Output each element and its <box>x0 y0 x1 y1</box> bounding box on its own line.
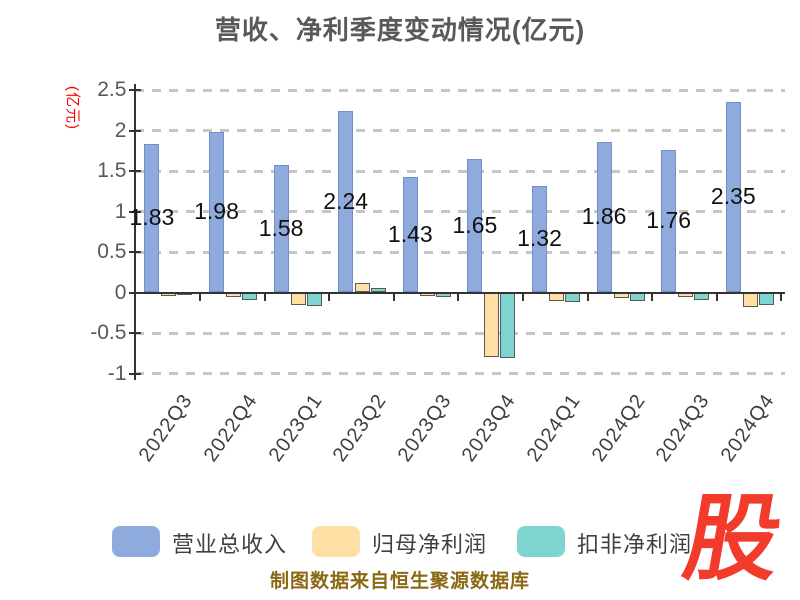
legend-swatch-net-profit <box>312 526 360 557</box>
bar-value-label: 2.24 <box>323 187 369 214</box>
x-tick <box>134 293 137 301</box>
bar-value-label: 1.83 <box>129 204 175 231</box>
legend-swatch-deducted-net-profit <box>517 526 565 557</box>
x-tick <box>328 293 331 301</box>
x-tick <box>392 293 395 301</box>
y-tick-label: 1 <box>114 199 127 223</box>
gridline <box>135 210 785 213</box>
bar-value-label: 1.76 <box>646 207 692 234</box>
bar-value-label: 1.32 <box>517 225 562 252</box>
legend-label-revenue: 营业总收入 <box>172 532 288 557</box>
y-tick-label: 1.5 <box>97 159 127 182</box>
x-tick <box>263 293 266 301</box>
y-tick-label: 0.5 <box>97 240 127 263</box>
bar-value-label: 1.98 <box>194 198 239 225</box>
legend-label-net-profit: 归母净利润 <box>372 532 488 557</box>
y-tick-label: 0 <box>114 280 127 304</box>
x-tick <box>651 293 654 301</box>
x-tick <box>522 293 524 301</box>
x-axis-line <box>135 291 785 294</box>
legend-swatch-revenue <box>112 526 160 557</box>
chart-title: 营收、净利季度变动情况(亿元) <box>214 15 586 45</box>
y-tick-label: 2 <box>114 118 127 142</box>
bar-value-label: 1.43 <box>387 220 433 247</box>
y-tick-label: -1 <box>107 361 127 385</box>
source-caption: 制图数据来自恒生聚源数据库 <box>269 571 530 592</box>
x-tick <box>457 293 460 301</box>
x-tick <box>780 293 783 301</box>
x-tick <box>715 293 718 301</box>
y-tick-label: 2.5 <box>97 78 127 101</box>
gridline <box>135 250 785 254</box>
bar-value-label: 1.58 <box>258 214 304 241</box>
gridline <box>135 88 785 92</box>
gridline <box>135 129 785 132</box>
y-axis-line <box>134 84 137 380</box>
bar-value-label: 1.65 <box>452 211 498 238</box>
gridline <box>135 372 785 375</box>
x-tick <box>586 293 589 301</box>
x-tick <box>199 293 201 301</box>
y-tick-label: -0.5 <box>90 321 127 344</box>
bar-value-label: 2.35 <box>710 183 756 210</box>
bar-value-label: 1.86 <box>581 203 627 230</box>
gridline <box>135 331 785 335</box>
legend-label-deducted-net-profit: 扣非净利润 <box>577 532 693 557</box>
gridline <box>135 169 785 173</box>
logo-stock-character: 股 <box>676 486 790 591</box>
